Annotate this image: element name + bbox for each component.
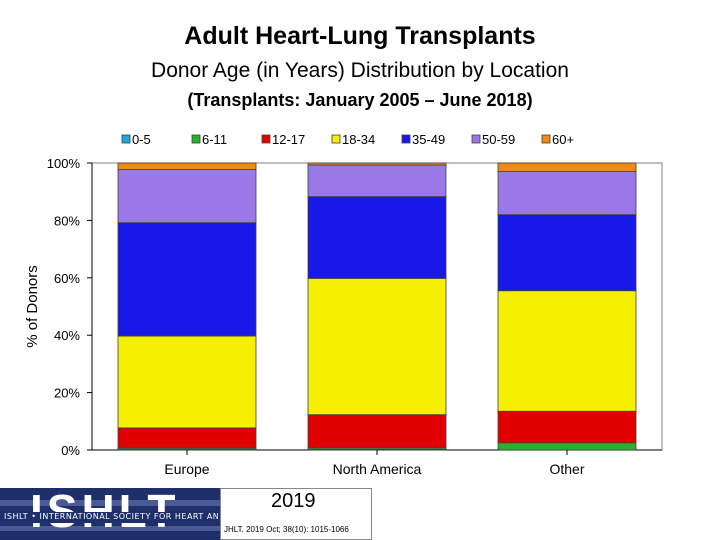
bar-segment-north-america-60+ bbox=[307, 162, 447, 166]
bar-segment-other-18-34 bbox=[497, 290, 637, 412]
legend-box bbox=[120, 130, 634, 150]
citation: JHLT. 2019 Oct; 38(10): 1015-1066 bbox=[224, 525, 349, 534]
bar-segment-europe-35-49 bbox=[117, 222, 257, 337]
legend-swatch-18-34 bbox=[331, 134, 341, 144]
chart-subtitle: Donor Age (in Years) Distribution by Loc… bbox=[151, 59, 569, 82]
x-tick-label: Europe bbox=[164, 461, 209, 477]
bar-segment-other-35-49 bbox=[497, 214, 637, 292]
legend-label-18-34: 18-34 bbox=[342, 132, 375, 147]
bar-segment-other-12-17 bbox=[497, 410, 637, 444]
y-tick-label: 60% bbox=[54, 271, 80, 286]
x-tick-label: North America bbox=[333, 461, 422, 477]
legend-label-35-49: 35-49 bbox=[412, 132, 445, 147]
bar-segment-north-america-12-17 bbox=[307, 414, 447, 449]
chart-period: (Transplants: January 2005 – June 2018) bbox=[187, 90, 533, 110]
x-tick-label: Other bbox=[549, 461, 584, 477]
bar-segment-north-america-18-34 bbox=[307, 277, 447, 416]
legend-label-0-5: 0-5 bbox=[132, 132, 151, 147]
ishlt-banner bbox=[0, 512, 372, 523]
legend-swatch-35-49 bbox=[401, 134, 411, 144]
ishlt-logo: ISHLT ISHLT • INTERNATIONAL SOCIETY FOR … bbox=[0, 488, 372, 540]
report-year: 2019 bbox=[271, 490, 316, 512]
chart-title: Adult Heart-Lung Transplants bbox=[184, 22, 536, 50]
y-tick-label: 80% bbox=[54, 213, 80, 228]
legend-swatch-60+ bbox=[541, 134, 551, 144]
bar-segment-europe-12-17 bbox=[117, 427, 257, 449]
legend-label-60+: 60+ bbox=[552, 132, 574, 147]
bar-segment-other-50-59 bbox=[497, 171, 637, 216]
year-box: 2019 JHLT. 2019 Oct; 38(10): 1015-1066 bbox=[220, 488, 372, 540]
bar-segment-europe-60+ bbox=[117, 162, 257, 171]
bar-segment-europe-18-34 bbox=[117, 335, 257, 429]
legend-swatch-12-17 bbox=[261, 134, 271, 144]
legend-swatch-6-11 bbox=[191, 134, 201, 144]
y-tick-label: 40% bbox=[54, 328, 80, 343]
y-tick-label: 20% bbox=[54, 386, 80, 401]
y-tick-label: 0% bbox=[61, 443, 80, 458]
y-axis-label: % of Donors bbox=[24, 265, 41, 348]
bar-segment-north-america-50-59 bbox=[307, 164, 447, 197]
legend-label-12-17: 12-17 bbox=[272, 132, 305, 147]
bar-segment-other-6-11 bbox=[497, 442, 637, 451]
y-tick-label: 100% bbox=[47, 156, 81, 171]
ishlt-logo-text: ISHLT bbox=[30, 485, 180, 537]
bar-segment-other-60+ bbox=[497, 162, 637, 173]
legend-swatch-0-5 bbox=[121, 134, 131, 144]
bar-segment-north-america-35-49 bbox=[307, 196, 447, 279]
legend-swatch-50-59 bbox=[471, 134, 481, 144]
legend-label-50-59: 50-59 bbox=[482, 132, 515, 147]
stacked-bar-chart: 0% 20% 40% 60% 80% 100% % of Donors Europe North… bbox=[24, 130, 663, 477]
bar-segment-europe-50-59 bbox=[117, 169, 257, 224]
legend-label-6-11: 6-11 bbox=[202, 132, 227, 147]
ishlt-logo-subtext: ISHLT • INTERNATIONAL SOCIETY FOR HEART … bbox=[4, 512, 340, 521]
